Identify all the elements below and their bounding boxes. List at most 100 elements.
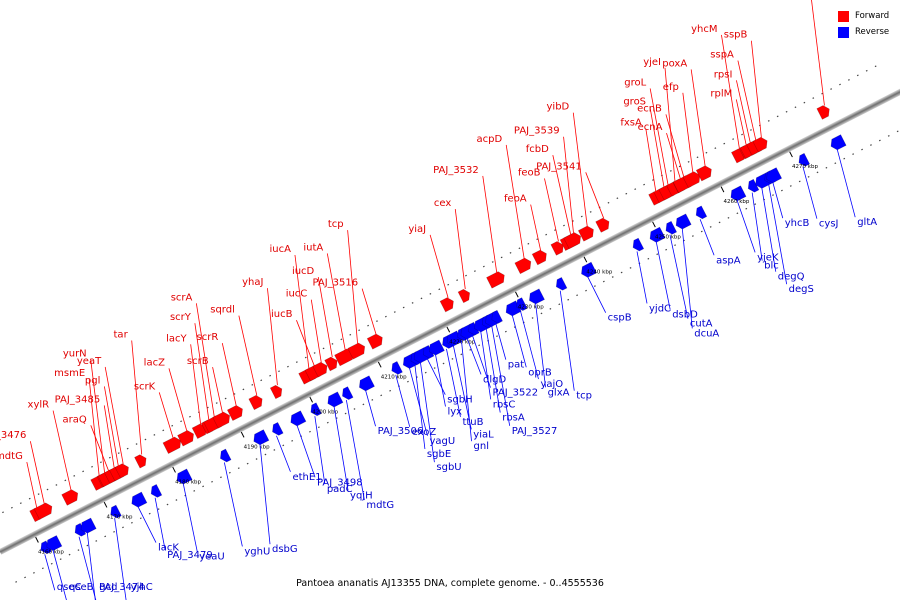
gene-outline (747, 178, 760, 193)
gene-outline (665, 220, 678, 235)
gene-shape (556, 277, 567, 291)
reverse-gene-label: cutA (690, 319, 713, 330)
reverse-leader-line (751, 192, 763, 261)
reverse-gene-45 (766, 167, 783, 184)
reverse-gene-35 (581, 261, 598, 278)
gene-shape (529, 288, 545, 305)
reverse-gene-34 (555, 276, 568, 291)
reverse-gene-10 (272, 421, 284, 436)
gene-outline (80, 517, 97, 534)
forward-guide-line (0, 62, 883, 515)
reverse-leader-line (761, 187, 777, 272)
forward-leader-line (29, 441, 45, 505)
forward-gene-21 (312, 361, 328, 378)
position-ticks: 4160 kbp 4170 kbp 4180 kbp 4190 kbp 4200 kbp… (35, 151, 818, 556)
reverse-leader-line (78, 536, 97, 600)
forward-gene-label: scrA (171, 292, 193, 303)
gene-outline (46, 535, 63, 552)
forward-gene-48 (752, 136, 768, 153)
reverse-gene-0 (40, 540, 52, 555)
reverse-gene-14 (342, 386, 354, 400)
forward-leader-line (482, 175, 498, 274)
gene-outline (457, 288, 471, 304)
tick-mark (720, 186, 725, 193)
forward-leader-line (530, 204, 542, 251)
forward-gene-label: iucB (271, 309, 293, 320)
reverse-gene-label: gcd (99, 582, 117, 593)
forward-leader-line (690, 69, 706, 167)
forward-leader-line (294, 254, 310, 370)
forward-gene-label: tar (114, 329, 129, 340)
forward-leader-line (585, 172, 605, 219)
forward-gene-18 (269, 384, 283, 400)
forward-gene-1 (33, 502, 53, 520)
gene-shape (75, 523, 86, 537)
gene-outline (428, 339, 445, 356)
forward-leader-line (103, 405, 115, 469)
reverse-gene-label: qseC (57, 582, 82, 593)
tick-mark (446, 326, 451, 333)
tick-label: 4190 kbp (244, 445, 270, 451)
forward-gene-49 (816, 105, 830, 120)
gene-shape (272, 422, 284, 436)
tick-label: 4170 kbp (107, 515, 133, 521)
tick-label: 4230 kbp (518, 304, 544, 310)
reverse-gene-label: yagU (429, 436, 455, 447)
reverse-gene-label: yajO (540, 379, 563, 390)
gene-outline (529, 288, 545, 305)
forward-gene-label: ecnB (637, 103, 662, 114)
forward-leader-line (131, 340, 143, 455)
forward-leader-line (563, 136, 574, 234)
legend-forward: Forward (838, 8, 898, 24)
genome-caption: Pantoea ananatis AJ13355 DNA, complete g… (296, 578, 604, 589)
gene-outline (40, 540, 52, 555)
reverse-gene-label: qseB (69, 582, 94, 593)
forward-leader-line (552, 155, 572, 236)
reverse-leader-line (276, 435, 291, 472)
reverse-swatch (838, 26, 849, 38)
forward-leader-line (267, 288, 278, 386)
gene-outline (212, 411, 231, 429)
reverse-gene-label: PAJ_3522 (493, 388, 539, 399)
forward-gene-label: groL (624, 77, 646, 88)
forward-leader-line (347, 230, 359, 345)
forward-leader-line (682, 92, 694, 173)
gene-shape (290, 410, 306, 426)
gene-outline (514, 257, 532, 275)
forward-leader-line (310, 299, 322, 363)
reverse-gene-label: PAJ_3479 (167, 550, 213, 561)
reverse-leader-line (461, 341, 472, 442)
reverse-gene-9 (253, 429, 270, 446)
forward-leader-line (666, 132, 681, 180)
reverse-gene-label: oprB (528, 367, 552, 378)
gene-outline (531, 249, 547, 266)
reverse-gene-label: ttuB (462, 417, 483, 428)
forward-gene-label: fxsA (620, 118, 642, 129)
reverse-gene-11 (290, 410, 307, 427)
tick-mark (789, 151, 793, 158)
gene-shape (491, 310, 503, 324)
forward-label: Forward (855, 11, 890, 21)
reverse-leader-line (736, 200, 756, 253)
forward-leader-line (296, 320, 315, 367)
forward-gene-label: feoB (518, 167, 541, 178)
reverse-leader-line (259, 444, 271, 545)
reverse-gene-33 (529, 288, 545, 305)
forward-gene-28 (486, 271, 505, 289)
reverse-leader-line (669, 234, 689, 319)
gene-shape (563, 232, 581, 249)
forward-gene-label: PAJ_3476 (0, 430, 26, 441)
reverse-gene-label: yjeK (757, 252, 779, 263)
gene-outline (131, 491, 148, 508)
tick-mark (35, 536, 39, 543)
forward-gene-label: yurN (63, 348, 87, 359)
gene-labels: mdtG PAJ_3476 xylR msmE yurN araQ PAJ_3485 pgl y… (0, 0, 877, 600)
reverse-leader-line (420, 362, 435, 463)
forward-gene-label: iucA (269, 244, 291, 255)
gene-shape (46, 535, 62, 551)
forward-gene-label: PAJ_3539 (514, 126, 560, 137)
tick-mark (103, 501, 108, 508)
forward-leader-line (326, 253, 346, 351)
reverse-gene-label: dsbG (272, 544, 298, 555)
reverse-leader-line (772, 182, 784, 219)
